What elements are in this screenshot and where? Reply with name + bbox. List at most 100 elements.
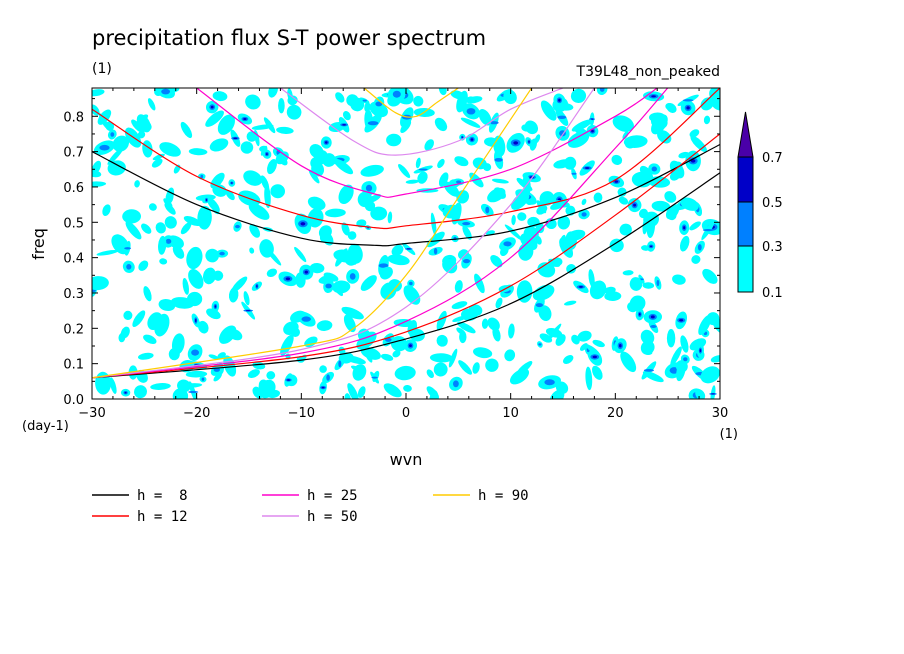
- contour-blob: [357, 386, 366, 398]
- contour-blob: [126, 264, 132, 270]
- contour-blob: [468, 304, 483, 317]
- contour-blob: [426, 231, 445, 248]
- contour-blob: [110, 132, 115, 137]
- contour-blob: [188, 148, 208, 156]
- contour-blob: [622, 270, 634, 276]
- contour-blob: [212, 184, 227, 197]
- contour-blob: [633, 203, 637, 207]
- contour-blob: [308, 169, 320, 184]
- curve-kelvin-h12: [92, 133, 720, 379]
- contour-blob: [407, 320, 418, 336]
- curve-kelvin-h50: [92, 88, 595, 379]
- contour-blob: [454, 280, 463, 293]
- contour-blob: [243, 291, 250, 306]
- contour-blob: [92, 181, 107, 188]
- contour-blob: [131, 119, 145, 134]
- contour-blob: [709, 94, 720, 111]
- curve-kelvin-h8: [92, 172, 720, 379]
- chart-title: precipitation flux S-T power spectrum: [92, 26, 486, 50]
- contour-blob: [409, 344, 412, 347]
- contour-blob: [92, 170, 102, 178]
- contour-blob: [689, 129, 700, 138]
- contour-blob: [535, 303, 544, 308]
- contour-blob: [122, 209, 141, 224]
- contour-blob: [473, 347, 493, 359]
- contour-blob: [300, 222, 306, 226]
- contour-blob: [392, 350, 401, 358]
- contour-blob: [245, 310, 251, 312]
- contour-blob: [180, 222, 192, 235]
- contour-blob: [651, 200, 671, 212]
- contour-blob: [643, 369, 655, 372]
- contour-blob: [159, 142, 181, 157]
- contour-blob: [266, 268, 278, 278]
- contour-blob: [567, 131, 590, 148]
- contour-blob: [703, 115, 711, 125]
- contour-blob: [155, 222, 166, 234]
- contour-blob: [566, 264, 577, 274]
- contour-blob: [124, 391, 127, 394]
- contour-blob: [313, 149, 328, 165]
- contour-blob: [325, 208, 346, 218]
- contour-blob: [109, 377, 117, 394]
- contour-blob: [629, 295, 646, 312]
- contour-blob: [609, 238, 624, 253]
- y-axis-unit: (day-1): [22, 419, 69, 434]
- y-tick-label: 0.3: [63, 287, 84, 302]
- contour-blob: [285, 277, 291, 281]
- contour-blob: [581, 198, 587, 206]
- contour-blob: [380, 353, 394, 361]
- contour-blob: [394, 365, 416, 381]
- contour-blob: [679, 319, 684, 322]
- contour-blob: [691, 255, 701, 264]
- contour-blob: [485, 206, 490, 214]
- contour-blob: [508, 323, 515, 339]
- legend-label: h = 12: [137, 509, 188, 525]
- contour-blob: [433, 362, 448, 377]
- contour-blob: [205, 248, 219, 263]
- contour-blob: [206, 308, 221, 320]
- contour-blob: [231, 182, 233, 184]
- contour-blob: [638, 313, 641, 316]
- contour-blob: [266, 371, 276, 380]
- contour-blob: [120, 326, 130, 339]
- contour-blob: [409, 281, 413, 286]
- contour-blob: [585, 366, 593, 391]
- x-axis-unit: (1): [720, 427, 738, 442]
- contour-blob: [379, 266, 393, 280]
- contour-blob: [670, 346, 682, 366]
- contour-blob: [612, 115, 634, 132]
- legend: h = 8 h = 12 h = 25 h = 50 h = 90: [92, 488, 529, 525]
- contour-blob: [413, 95, 424, 107]
- contour-blob: [711, 393, 715, 395]
- contour-blob: [438, 88, 447, 96]
- contour-blob: [147, 312, 163, 330]
- contour-blob: [286, 104, 302, 120]
- y-tick-label: 0.7: [63, 146, 84, 161]
- contour-blob: [545, 327, 563, 338]
- contour-blob: [158, 298, 176, 312]
- contour-blob: [364, 200, 376, 212]
- contour-blob: [191, 349, 200, 356]
- contour-blob: [697, 244, 702, 251]
- contour-blob: [521, 124, 531, 132]
- contour-blob: [669, 169, 682, 181]
- contour-blob: [360, 164, 384, 177]
- contour-blob: [683, 357, 688, 362]
- contour-blob: [614, 180, 619, 183]
- contour-blob: [603, 286, 616, 294]
- contour-blob: [424, 139, 434, 151]
- contour-blob: [388, 279, 402, 292]
- contour-blob: [158, 235, 167, 255]
- contour-blob: [511, 192, 530, 210]
- contour-blob: [436, 310, 447, 331]
- curve-eig-h90: [363, 88, 459, 118]
- contour-blob: [197, 205, 212, 230]
- contour-blob: [248, 203, 270, 220]
- contour-blob: [349, 273, 356, 280]
- contour-blob: [185, 370, 208, 378]
- contour-blob: [509, 368, 530, 385]
- contour-blob: [490, 254, 503, 268]
- contour-blob: [316, 320, 333, 331]
